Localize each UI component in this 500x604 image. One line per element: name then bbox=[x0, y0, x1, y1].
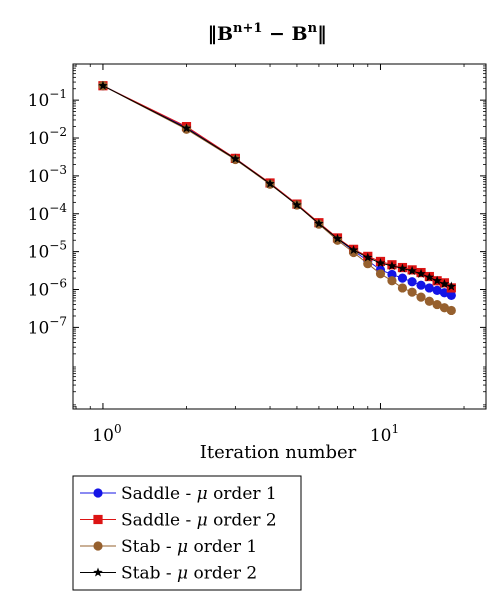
data-point bbox=[407, 265, 417, 275]
legend-label: Stab - μ order 2 bbox=[121, 564, 257, 584]
data-point bbox=[432, 275, 442, 285]
data-point bbox=[424, 296, 434, 306]
y-tick-label: 10−7 bbox=[28, 314, 67, 338]
y-tick-label: 10−1 bbox=[28, 87, 67, 111]
legend-marker bbox=[93, 541, 103, 551]
data-point bbox=[375, 258, 386, 268]
legend-box bbox=[72, 475, 302, 591]
data-point bbox=[387, 269, 397, 280]
data-point bbox=[348, 245, 359, 255]
data-point bbox=[432, 285, 442, 295]
y-tick-label: 10−6 bbox=[28, 277, 67, 301]
series-layer bbox=[98, 80, 457, 316]
data-point bbox=[439, 278, 450, 289]
data-point bbox=[292, 200, 302, 210]
legend-entry: Saddle - μ order 2 bbox=[80, 511, 277, 531]
data-point bbox=[98, 80, 108, 90]
data-point bbox=[416, 268, 426, 278]
data-point bbox=[446, 305, 456, 316]
data-point bbox=[407, 287, 417, 297]
data-point bbox=[424, 283, 434, 293]
data-point bbox=[387, 276, 397, 286]
series-line bbox=[102, 85, 452, 289]
plot-area bbox=[72, 63, 487, 410]
y-tick-label: 10−3 bbox=[28, 163, 67, 187]
legend-label: Saddle - μ order 2 bbox=[121, 511, 277, 531]
legend: Saddle - μ order 1 Saddle - μ order 2 Stab… bbox=[72, 475, 302, 591]
legend-marker bbox=[93, 488, 103, 498]
x-axis-label: Iteration number bbox=[200, 442, 357, 463]
data-point bbox=[314, 218, 324, 228]
series-line bbox=[102, 85, 452, 287]
data-point bbox=[446, 290, 456, 300]
legend-entry: Stab - μ order 2 bbox=[80, 564, 257, 584]
data-point bbox=[432, 299, 442, 310]
data-point bbox=[397, 283, 408, 293]
legend-entry: Stab - μ order 1 bbox=[80, 537, 257, 557]
legend-marker bbox=[93, 514, 103, 525]
y-tick-label: 10−4 bbox=[28, 201, 68, 225]
x-tick-label: 100 bbox=[92, 422, 121, 446]
legend-entry: Saddle - μ order 1 bbox=[80, 484, 277, 504]
legend-label: Saddle - μ order 1 bbox=[121, 484, 277, 504]
x-tick-label: 101 bbox=[370, 422, 399, 446]
legend-marker bbox=[93, 567, 103, 577]
y-axis: 10−1 10−2 10−3 10−4 10−5 10−6 10−7 bbox=[28, 65, 486, 408]
data-point bbox=[230, 153, 241, 163]
data-point bbox=[265, 178, 275, 188]
data-point bbox=[363, 259, 373, 269]
legend-label: Stab - μ order 1 bbox=[121, 537, 257, 557]
y-tick-label: 10−2 bbox=[28, 125, 67, 149]
data-point bbox=[397, 263, 408, 273]
series-4 bbox=[98, 80, 457, 291]
data-point bbox=[407, 277, 417, 287]
data-point bbox=[387, 260, 397, 270]
data-point bbox=[439, 303, 450, 313]
data-point bbox=[181, 123, 192, 133]
series-2 bbox=[98, 81, 456, 293]
data-point bbox=[363, 252, 373, 262]
x-axis: 100 101 bbox=[75, 64, 465, 446]
data-point bbox=[446, 281, 457, 291]
data-point bbox=[424, 272, 435, 282]
data-point bbox=[375, 269, 386, 279]
data-point bbox=[332, 233, 343, 243]
data-point bbox=[416, 280, 426, 290]
y-tick-label: 10−5 bbox=[28, 239, 67, 263]
data-point bbox=[416, 292, 426, 302]
data-point bbox=[397, 273, 408, 283]
chart-title: ‖Bn+1 − Bn‖ bbox=[207, 21, 326, 45]
